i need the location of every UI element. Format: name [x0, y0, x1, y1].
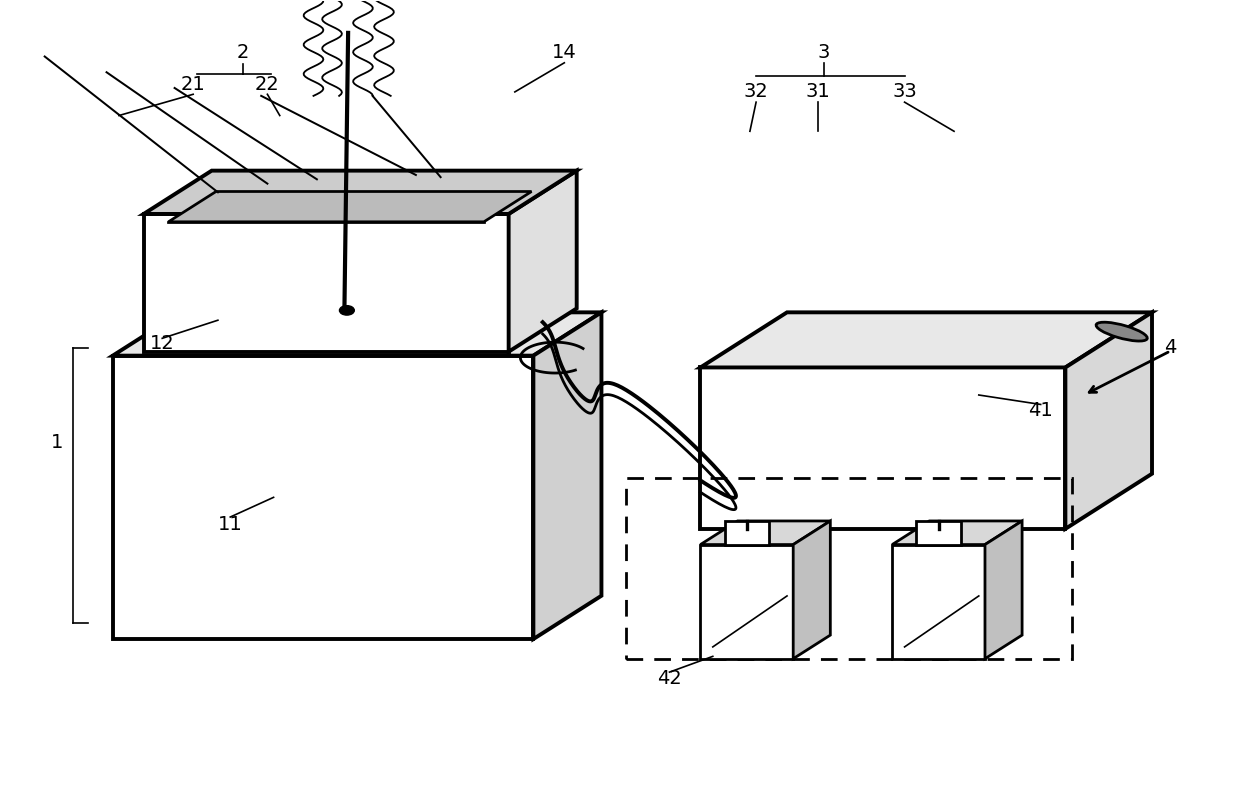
Text: 42: 42 — [657, 669, 682, 688]
Polygon shape — [508, 171, 577, 352]
Text: 4: 4 — [1164, 338, 1177, 357]
Text: 1: 1 — [51, 433, 63, 452]
Text: 22: 22 — [255, 74, 280, 93]
Polygon shape — [893, 544, 985, 659]
Polygon shape — [113, 356, 533, 639]
Polygon shape — [144, 171, 577, 214]
Text: 21: 21 — [181, 74, 206, 93]
Text: 41: 41 — [1028, 401, 1053, 420]
Text: 33: 33 — [893, 82, 916, 101]
Polygon shape — [701, 312, 1152, 367]
Polygon shape — [701, 367, 1065, 529]
Text: 2: 2 — [237, 43, 249, 62]
Polygon shape — [169, 191, 532, 222]
Text: 3: 3 — [818, 43, 831, 62]
Polygon shape — [1065, 312, 1152, 529]
Bar — [626, 478, 1071, 659]
Circle shape — [340, 306, 355, 315]
Text: 12: 12 — [150, 334, 175, 353]
Polygon shape — [701, 521, 831, 544]
Polygon shape — [701, 544, 794, 659]
Polygon shape — [144, 214, 508, 352]
Bar — [916, 521, 961, 544]
Text: 11: 11 — [218, 515, 243, 534]
Ellipse shape — [1096, 322, 1147, 341]
Polygon shape — [794, 521, 831, 659]
Polygon shape — [113, 312, 601, 356]
Polygon shape — [985, 521, 1022, 659]
Text: 14: 14 — [552, 43, 577, 62]
Polygon shape — [533, 312, 601, 639]
Text: 31: 31 — [806, 82, 831, 101]
Text: 32: 32 — [744, 82, 769, 101]
Polygon shape — [893, 521, 1022, 544]
Bar — [724, 521, 769, 544]
